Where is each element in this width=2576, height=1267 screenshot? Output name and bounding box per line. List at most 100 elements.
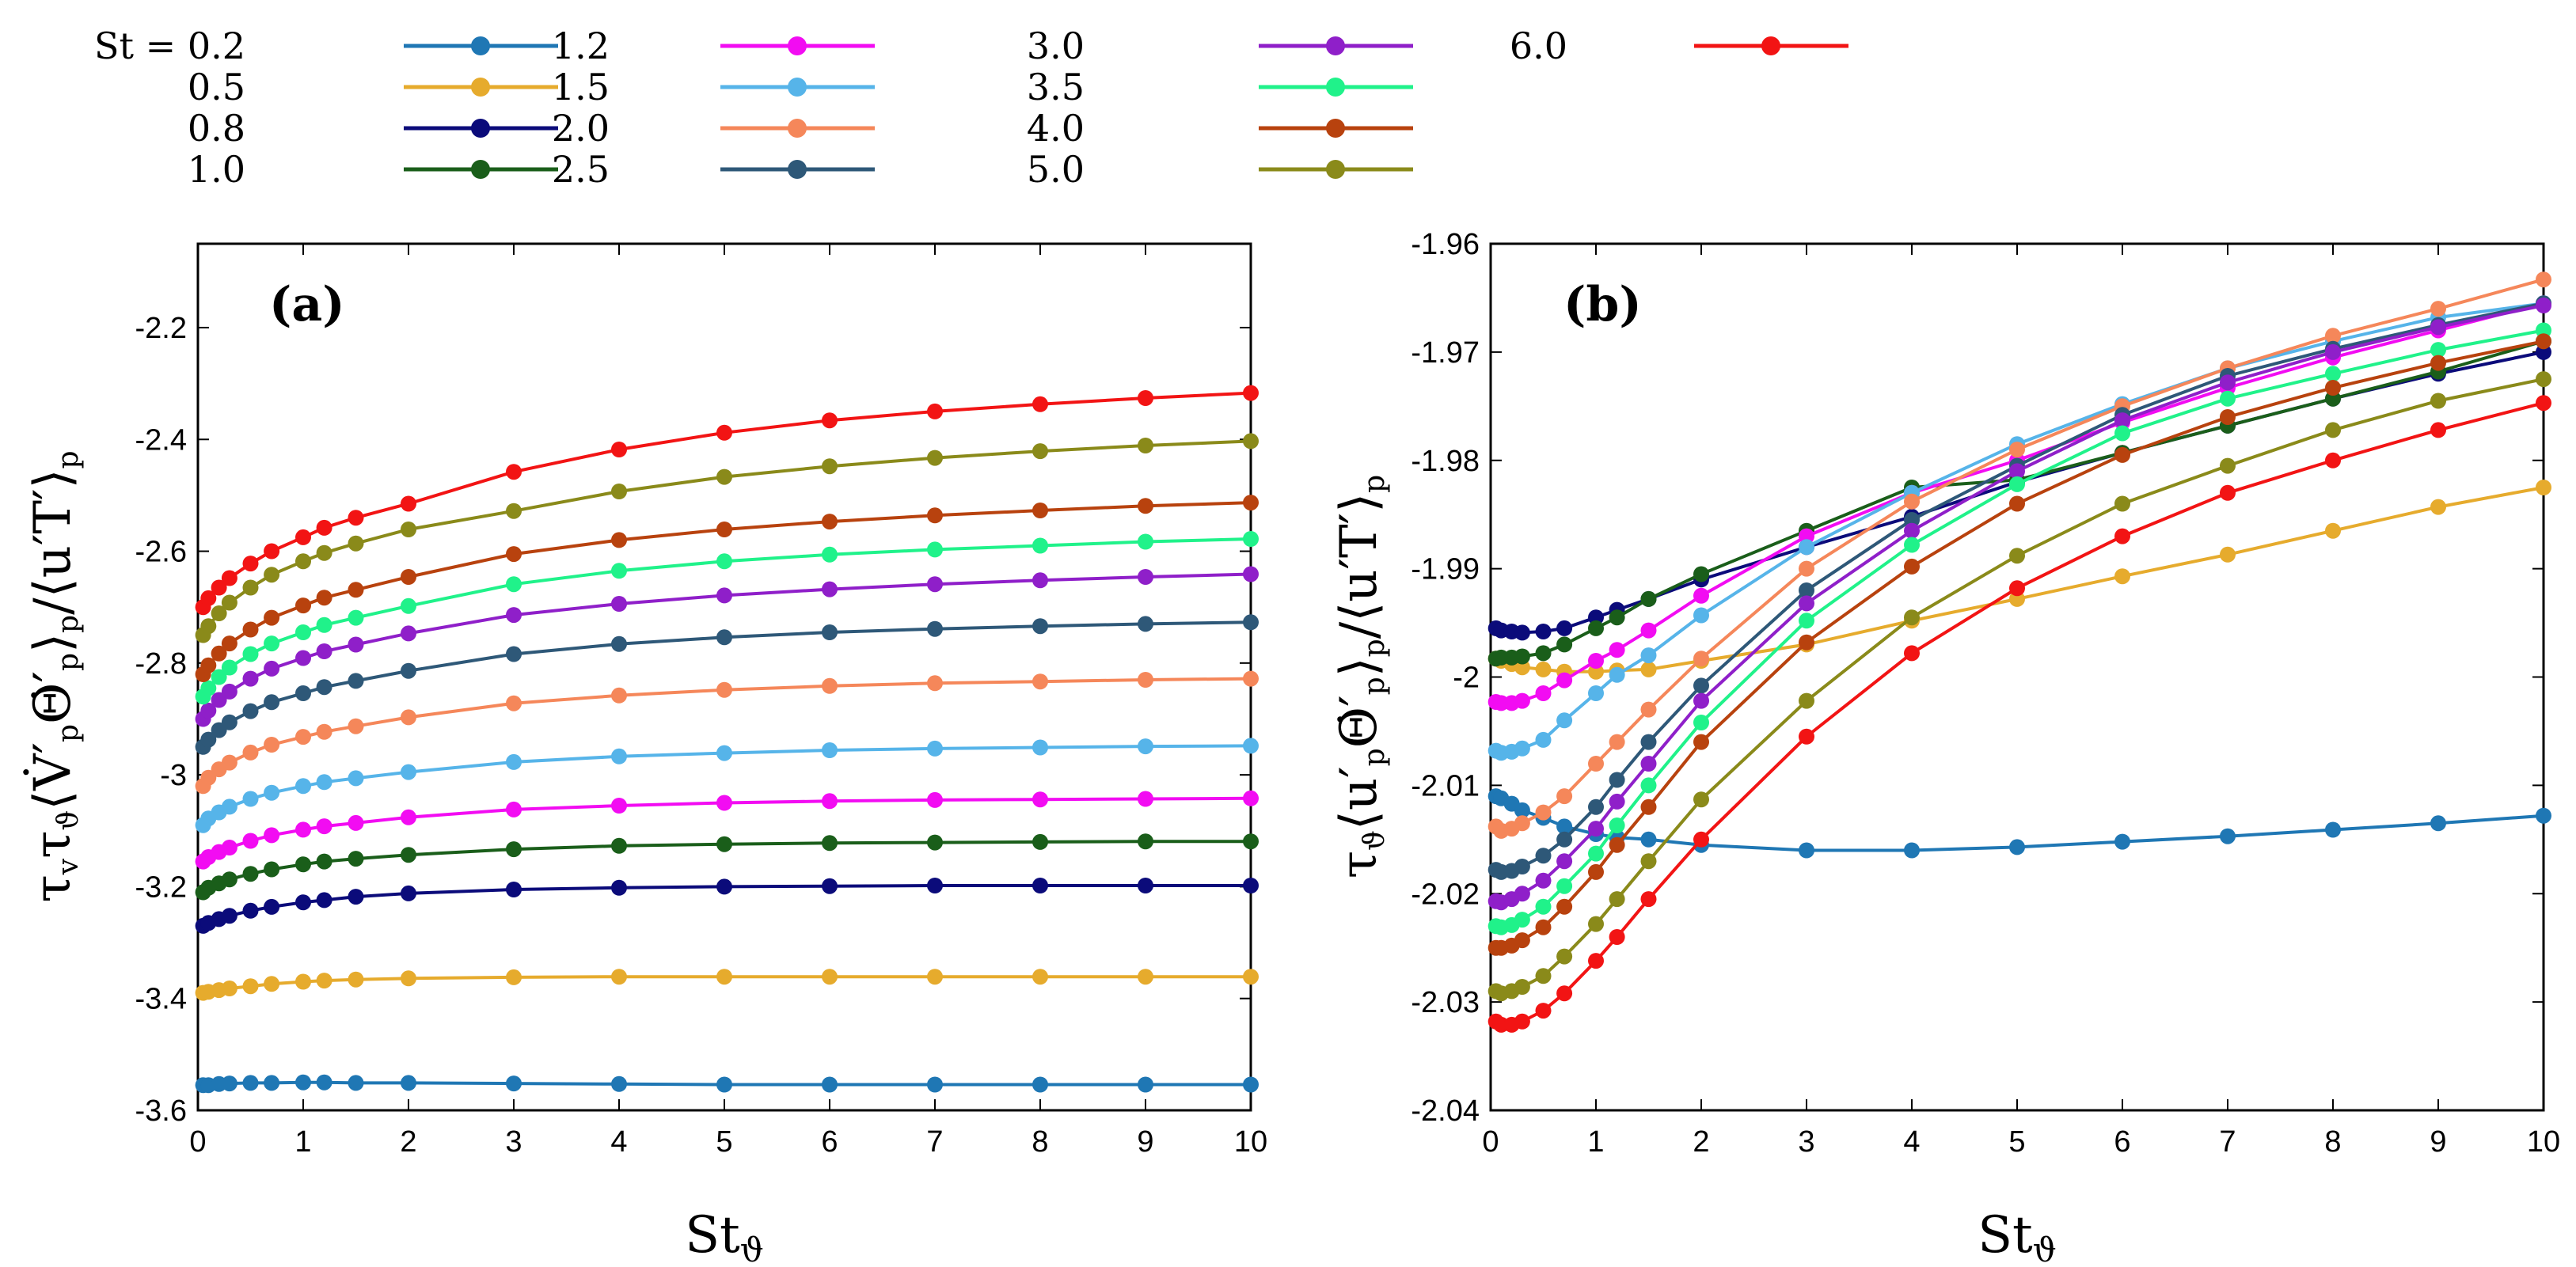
panel-b-data-point bbox=[1904, 609, 1920, 626]
panel-a-data-point bbox=[822, 835, 838, 852]
panel-b-data-point bbox=[1693, 677, 1709, 694]
panel-a-data-point bbox=[348, 510, 364, 526]
panel-a-data-point bbox=[348, 718, 364, 734]
panel-b-data-point bbox=[1588, 863, 1604, 880]
panel-b-series-0 bbox=[1487, 788, 2551, 859]
panel-b-data-point bbox=[1693, 692, 1709, 709]
panel-a-data-point bbox=[716, 745, 732, 761]
panel-a-series-12 bbox=[195, 385, 1259, 616]
panel-a-data-point bbox=[211, 579, 227, 596]
panel-a-data-point bbox=[401, 1075, 416, 1091]
panel-a-data-point bbox=[822, 581, 838, 597]
panel-a-data-point bbox=[348, 814, 364, 831]
legend-marker bbox=[788, 119, 807, 138]
panel-a-data-point bbox=[348, 673, 364, 689]
panel-b-data-point bbox=[1799, 560, 1814, 577]
panel-b-data-point bbox=[1609, 817, 1625, 833]
panel-a-ytick-label: -3.2 bbox=[135, 871, 187, 904]
panel-b-data-point bbox=[1556, 620, 1573, 636]
panel-b-ytick-label: -2 bbox=[1453, 662, 1480, 695]
panel-a-series-9 bbox=[195, 531, 1259, 705]
panel-a-data-point bbox=[316, 643, 332, 659]
panel-a-data-point bbox=[1032, 833, 1048, 850]
panel-a-data-point bbox=[506, 607, 522, 624]
panel-b-data-point bbox=[1535, 848, 1552, 864]
panel-a-data-point bbox=[1032, 1076, 1048, 1093]
panel-b-xtick-label: 6 bbox=[2114, 1125, 2130, 1159]
panel-a-data-point bbox=[716, 553, 732, 570]
panel-a-data-point bbox=[242, 670, 259, 687]
panel-a-data-point bbox=[221, 840, 237, 855]
panel-a-data-point bbox=[348, 636, 364, 653]
panel-b-data-point bbox=[1693, 587, 1709, 604]
panel-a-data-point bbox=[200, 618, 217, 635]
panel-a-data-point bbox=[348, 851, 364, 867]
panel-a-data-point bbox=[200, 731, 217, 748]
panel-b-data-point bbox=[1640, 891, 1657, 908]
panel-a-data-point bbox=[242, 621, 259, 638]
panel-b-data-point bbox=[2536, 298, 2551, 313]
panel-a-data-point bbox=[348, 889, 364, 905]
panel-a-ytick-label: -3 bbox=[160, 759, 187, 792]
panel-a-data-point bbox=[1243, 833, 1259, 850]
panel-a-data-point bbox=[295, 729, 311, 745]
panel-a-series-6 bbox=[195, 670, 1259, 795]
panel-b-xtick-label: 4 bbox=[1903, 1125, 1920, 1159]
panel-a-data-point bbox=[506, 503, 522, 519]
panel-b-data-point bbox=[2536, 807, 2551, 824]
panel-a-xtick-label: 5 bbox=[716, 1125, 732, 1159]
panel-b-data-point bbox=[1588, 821, 1604, 837]
panel-a-data-point bbox=[264, 635, 280, 652]
panel-a-data-point bbox=[242, 1075, 259, 1091]
panel-b-data-point bbox=[1556, 636, 1573, 653]
panel-a: 0 1 2 3 4 5 6 7 8 9 10 -3.6 -3.4 -3.2 -3 -2.8 -2.6 -2.4 -2… bbox=[22, 242, 1267, 1267]
panel-b-data-point bbox=[1535, 661, 1552, 677]
legend-label: 3.0 bbox=[1027, 25, 1085, 67]
panel-b-data-point bbox=[1640, 831, 1657, 848]
panel-b-label: (b) bbox=[1563, 277, 1642, 332]
panel-b-data-point bbox=[1514, 1013, 1530, 1030]
panel-b-data-point bbox=[1609, 642, 1625, 658]
panel-a-data-point bbox=[716, 1076, 732, 1093]
panel-a-data-point bbox=[927, 450, 943, 466]
panel-b-data-point bbox=[2220, 546, 2236, 563]
panel-a-xtick-label: 1 bbox=[294, 1125, 311, 1159]
panel-a-series-5 bbox=[195, 738, 1259, 833]
panel-b-data-point bbox=[1609, 734, 1625, 750]
panel-b-data-point bbox=[2325, 390, 2341, 407]
panel-a-data-point bbox=[611, 484, 627, 499]
panel-a-data-point bbox=[401, 597, 416, 614]
panel-b-data-point bbox=[1640, 799, 1657, 815]
panel-b-series-5 bbox=[1487, 295, 2551, 761]
panel-a-xlabel: Stϑ bbox=[685, 1206, 764, 1267]
panel-b-data-point bbox=[1535, 898, 1552, 915]
panel-b-data-point bbox=[2430, 393, 2446, 409]
panel-a-data-point bbox=[716, 795, 732, 811]
panel-b-data-point bbox=[2114, 833, 2130, 850]
panel-b-data-point bbox=[2114, 412, 2130, 429]
legend-label: 3.5 bbox=[1027, 66, 1085, 108]
panel-a-series-11 bbox=[195, 433, 1259, 643]
panel-a-data-point bbox=[295, 553, 311, 570]
panel-a-xtick-label: 2 bbox=[400, 1125, 416, 1159]
panel-b-data-point bbox=[1514, 859, 1530, 874]
panel-b-ytick-label: -2.01 bbox=[1411, 769, 1480, 802]
panel-a-label: (a) bbox=[269, 277, 345, 332]
legend-marker bbox=[1761, 36, 1780, 55]
panel-a-data-point bbox=[264, 827, 280, 844]
panel-b-data-point bbox=[1904, 645, 1920, 662]
panel-b-data-point bbox=[1514, 932, 1530, 949]
panel-b-data-point bbox=[1588, 799, 1604, 815]
legend-marker bbox=[1326, 119, 1345, 138]
panel-b-data-point bbox=[1535, 645, 1552, 662]
panel-b-data-point bbox=[1640, 734, 1657, 750]
panel-b-data-point bbox=[1693, 566, 1709, 582]
panel-b-xtick-label: 1 bbox=[1587, 1125, 1604, 1159]
panel-b-data-point bbox=[1556, 831, 1573, 848]
panel-a-data-point bbox=[1032, 673, 1048, 690]
panel-b-data-point bbox=[1609, 929, 1625, 945]
panel-a-data-point bbox=[264, 609, 280, 626]
panel-a-series-line bbox=[201, 391, 1252, 609]
panel-a-data-point bbox=[401, 662, 416, 679]
